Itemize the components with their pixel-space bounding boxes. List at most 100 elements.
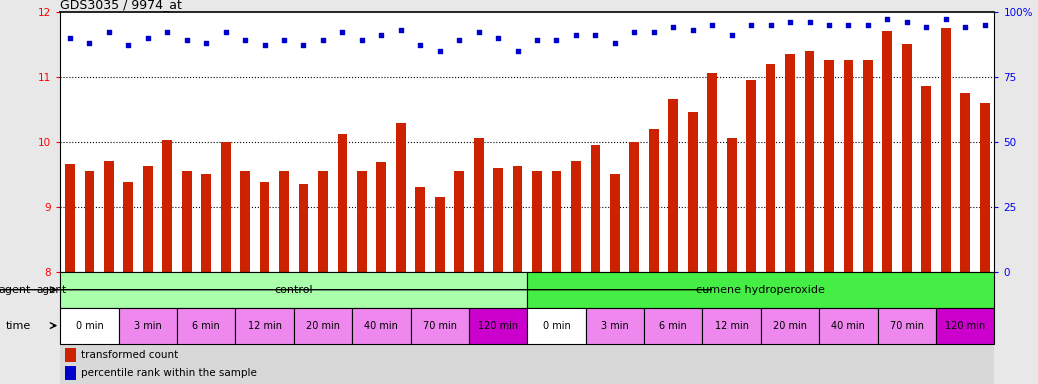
Point [510,48,526,54]
Text: agent: agent [37,285,67,295]
Bar [766,64,775,272]
Text: 120 min: 120 min [479,321,518,331]
Bar [357,171,366,272]
Bar [221,142,230,272]
Bar [493,168,503,272]
Point [684,26,701,33]
Bar [60,308,118,344]
Point [392,26,409,33]
Point [879,16,896,22]
Bar [824,60,834,272]
Point [606,40,623,46]
Point [588,32,604,38]
Bar [585,308,644,344]
Text: 0 min: 0 min [76,321,103,331]
Bar [473,138,484,272]
Bar [279,171,289,272]
Bar [176,308,236,344]
Bar [980,103,989,272]
Point [743,22,760,28]
Point [198,40,215,46]
Bar [236,308,294,344]
Point [704,22,720,28]
Text: control: control [274,285,313,295]
Bar [703,308,761,344]
Point [490,35,507,41]
Point [159,29,175,35]
Point [957,24,974,30]
Bar [240,171,250,272]
Bar [527,308,585,344]
Bar [551,171,562,272]
Text: 20 min: 20 min [773,321,808,331]
Bar [902,44,911,272]
Bar [260,182,270,272]
Bar [727,138,737,272]
Bar [922,86,931,272]
Bar [455,171,464,272]
Bar [337,134,348,272]
Point [179,37,195,43]
Bar [819,308,877,344]
Bar [936,308,994,344]
Bar [610,174,620,272]
Bar [591,145,600,272]
Text: 12 min: 12 min [714,321,748,331]
Point [977,22,993,28]
Point [918,24,934,30]
Bar [844,60,853,272]
Point [646,29,662,35]
Text: 6 min: 6 min [192,321,220,331]
Point [568,32,584,38]
Bar [761,308,819,344]
Text: 120 min: 120 min [946,321,985,331]
Point [237,37,253,43]
Bar [143,166,153,272]
Bar [182,171,192,272]
Bar [118,308,176,344]
Text: transformed count: transformed count [81,350,177,360]
Bar [571,161,581,272]
Bar [469,308,527,344]
Bar [201,174,211,272]
Point [101,29,117,35]
Bar [64,366,76,380]
Bar [707,73,717,272]
Bar [411,308,469,344]
Bar [960,93,971,272]
Point [782,19,798,25]
Bar [629,142,639,272]
Point [821,22,838,28]
Bar [877,308,936,344]
Bar [688,113,698,272]
Bar [318,171,328,272]
Bar [377,162,386,272]
Bar [60,272,994,384]
Point [373,32,389,38]
Point [801,19,818,25]
Point [899,19,916,25]
Point [295,42,311,48]
Bar [104,161,114,272]
Text: 40 min: 40 min [831,321,866,331]
Text: 3 min: 3 min [134,321,162,331]
Bar [532,171,542,272]
Text: 6 min: 6 min [659,321,687,331]
Text: 12 min: 12 min [247,321,281,331]
Text: cumene hydroperoxide: cumene hydroperoxide [696,285,825,295]
Bar [124,182,133,272]
Bar [940,28,951,272]
Point [432,48,448,54]
Point [665,24,682,30]
Text: 70 min: 70 min [422,321,457,331]
Text: time: time [6,321,31,331]
Point [859,22,876,28]
Bar [435,197,444,272]
Point [61,35,78,41]
Bar [527,272,994,308]
Point [81,40,98,46]
Point [276,37,293,43]
Point [937,16,954,22]
Bar [804,51,815,272]
Point [548,37,565,43]
